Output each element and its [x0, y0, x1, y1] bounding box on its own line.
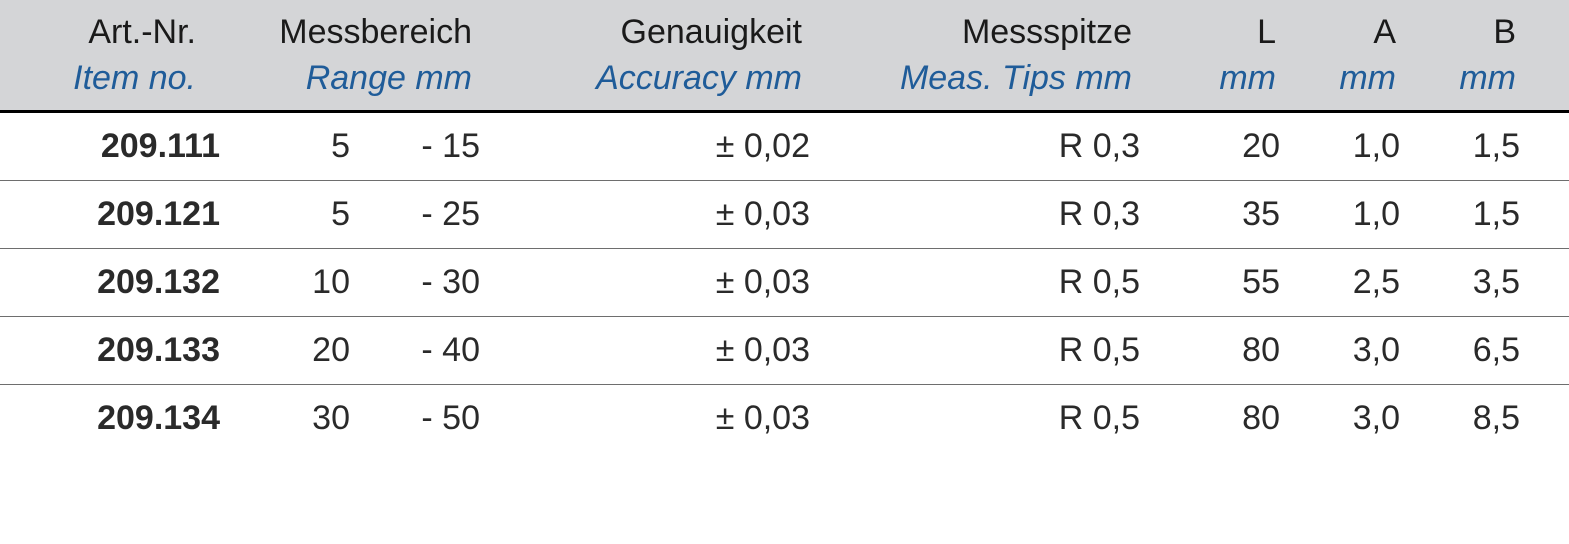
col-header-L: L mm [1140, 0, 1280, 111]
cell-accuracy: ± 0,03 [480, 384, 810, 452]
cell-accuracy: ± 0,02 [480, 111, 810, 180]
col-header-accuracy-de: Genauigkeit [480, 10, 810, 56]
table-header: Art.-Nr. Item no. Messbereich Range mm G… [0, 0, 1569, 111]
cell-tips: R 0,3 [810, 111, 1140, 180]
cell-B: 1,5 [1400, 111, 1520, 180]
table-row: 209.1115- 15± 0,02R 0,3201,01,5 [0, 111, 1569, 180]
cell-L: 80 [1140, 384, 1280, 452]
cell-L: 20 [1140, 111, 1280, 180]
cell-A: 1,0 [1280, 180, 1400, 248]
cell-range-lo: 5 [220, 111, 350, 180]
table-row: 209.13320- 40± 0,03R 0,5803,06,5 [0, 316, 1569, 384]
cell-range-lo: 20 [220, 316, 350, 384]
col-header-pad [1520, 0, 1569, 111]
spec-table: Art.-Nr. Item no. Messbereich Range mm G… [0, 0, 1569, 452]
table-row: 209.13430- 50± 0,03R 0,5803,08,5 [0, 384, 1569, 452]
cell-range-hi: - 40 [350, 316, 480, 384]
col-header-art: Art.-Nr. Item no. [0, 0, 220, 111]
cell-A: 2,5 [1280, 248, 1400, 316]
cell-range-hi: - 15 [350, 111, 480, 180]
col-header-tips-de: Messspitze [810, 10, 1140, 56]
col-header-tips-en: Meas. Tips mm [810, 56, 1140, 102]
cell-range-lo: 10 [220, 248, 350, 316]
table-body: 209.1115- 15± 0,02R 0,3201,01,5209.1215-… [0, 111, 1569, 452]
cell-B: 1,5 [1400, 180, 1520, 248]
cell-accuracy: ± 0,03 [480, 316, 810, 384]
cell-pad [1520, 384, 1569, 452]
cell-range-lo: 5 [220, 180, 350, 248]
cell-art: 209.132 [0, 248, 220, 316]
cell-tips: R 0,3 [810, 180, 1140, 248]
cell-art: 209.134 [0, 384, 220, 452]
cell-pad [1520, 316, 1569, 384]
cell-pad [1520, 248, 1569, 316]
col-header-accuracy: Genauigkeit Accuracy mm [480, 0, 810, 111]
cell-L: 80 [1140, 316, 1280, 384]
col-header-L-de: L [1140, 10, 1280, 56]
cell-tips: R 0,5 [810, 316, 1140, 384]
col-header-art-en: Item no. [0, 56, 220, 102]
col-header-range-en: Range mm [220, 56, 480, 102]
cell-range-lo: 30 [220, 384, 350, 452]
cell-pad [1520, 111, 1569, 180]
cell-A: 3,0 [1280, 384, 1400, 452]
col-header-B: B mm [1400, 0, 1520, 111]
cell-A: 3,0 [1280, 316, 1400, 384]
col-header-B-en: mm [1400, 56, 1520, 102]
cell-range-hi: - 25 [350, 180, 480, 248]
cell-range-hi: - 30 [350, 248, 480, 316]
col-header-accuracy-en: Accuracy mm [480, 56, 810, 102]
cell-L: 35 [1140, 180, 1280, 248]
table-row: 209.13210- 30± 0,03R 0,5552,53,5 [0, 248, 1569, 316]
col-header-range: Messbereich Range mm [220, 0, 480, 111]
col-header-tips: Messspitze Meas. Tips mm [810, 0, 1140, 111]
col-header-A: A mm [1280, 0, 1400, 111]
col-header-A-de: A [1280, 10, 1400, 56]
cell-B: 8,5 [1400, 384, 1520, 452]
cell-art: 209.133 [0, 316, 220, 384]
cell-L: 55 [1140, 248, 1280, 316]
cell-art: 209.121 [0, 180, 220, 248]
cell-B: 6,5 [1400, 316, 1520, 384]
col-header-L-en: mm [1140, 56, 1280, 102]
cell-tips: R 0,5 [810, 248, 1140, 316]
cell-accuracy: ± 0,03 [480, 248, 810, 316]
cell-tips: R 0,5 [810, 384, 1140, 452]
cell-art: 209.111 [0, 111, 220, 180]
col-header-B-de: B [1400, 10, 1520, 56]
cell-pad [1520, 180, 1569, 248]
cell-B: 3,5 [1400, 248, 1520, 316]
col-header-art-de: Art.-Nr. [0, 10, 220, 56]
cell-accuracy: ± 0,03 [480, 180, 810, 248]
table-row: 209.1215- 25± 0,03R 0,3351,01,5 [0, 180, 1569, 248]
cell-A: 1,0 [1280, 111, 1400, 180]
cell-range-hi: - 50 [350, 384, 480, 452]
col-header-range-de: Messbereich [220, 10, 480, 56]
col-header-A-en: mm [1280, 56, 1400, 102]
